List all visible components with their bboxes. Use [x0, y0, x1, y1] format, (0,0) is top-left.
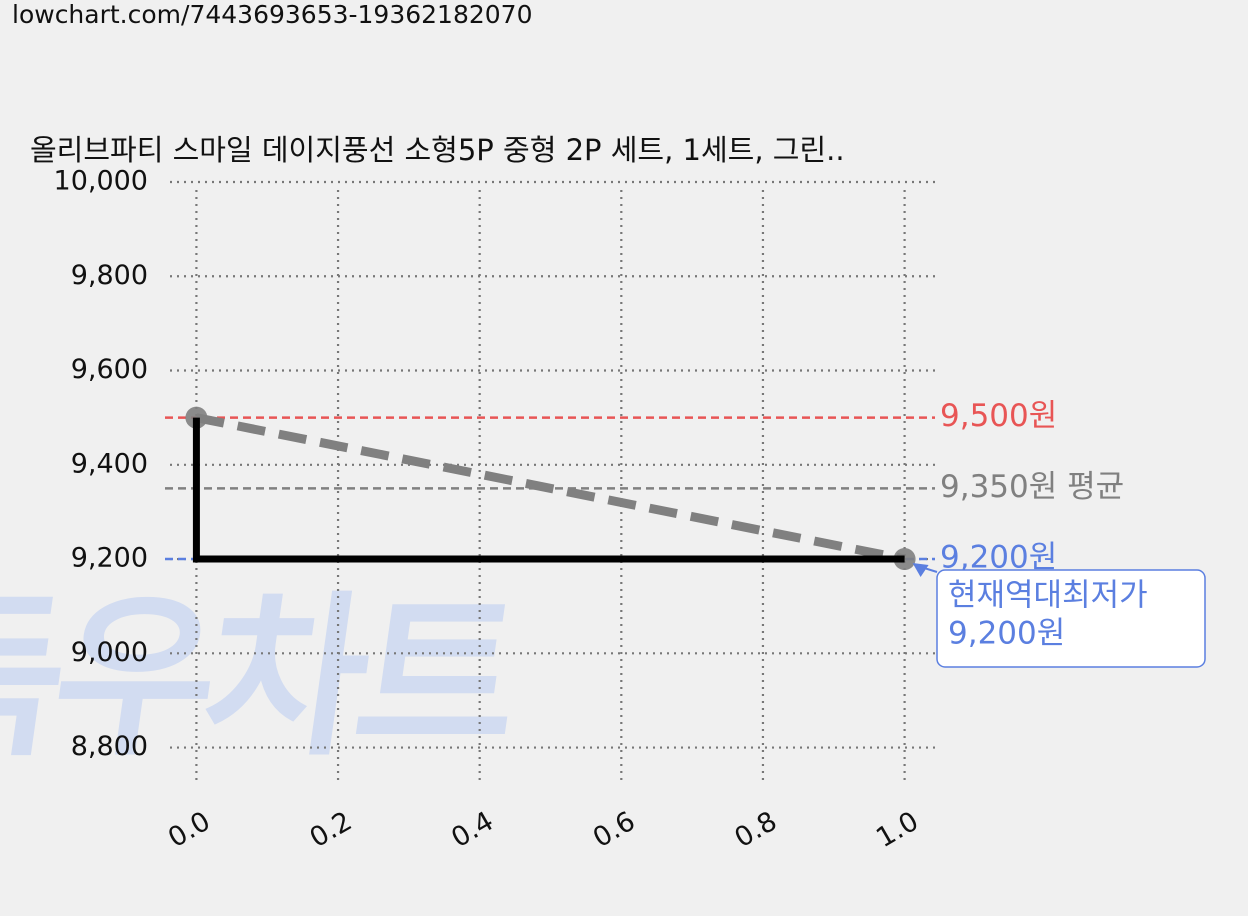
- x-tick-label: 0.0: [163, 806, 216, 854]
- x-tick-label: 0.2: [305, 806, 358, 854]
- y-tick-label: 8,800: [71, 731, 148, 762]
- x-tick-label: 0.8: [730, 806, 783, 854]
- annotation-text: 9,200원: [948, 616, 1065, 652]
- line: [195, 413, 906, 564]
- url: lowchart.com/7443693653-19362182070: [12, 0, 532, 29]
- x-tick-label: 0.4: [446, 806, 499, 854]
- line: [192, 417, 905, 563]
- annotation-text: 현재역대최저가: [948, 578, 1148, 614]
- y-tick-label: 9,400: [71, 448, 148, 479]
- annotation-arrowhead: [912, 563, 929, 578]
- y-tick-label: 10,000: [54, 166, 148, 197]
- x-tick-label: 0.6: [588, 806, 641, 854]
- x-tick-label: 1.0: [871, 806, 924, 854]
- y-tick-label: 9,800: [71, 260, 148, 291]
- chart-title: 올리브파티 스마일 데이지풍선 소형5P 중형 2P 세트, 1세트, 그린..: [30, 133, 845, 167]
- reference-label: 9,500원: [940, 398, 1057, 434]
- annotation-box: [936, 569, 1206, 668]
- reference-label: 9,350원 평균: [940, 469, 1124, 505]
- watermark: 득우차트: [0, 577, 527, 780]
- y-tick-label: 9,200: [71, 543, 148, 574]
- y-tick-label: 9,600: [71, 354, 148, 385]
- y-tick-label: 9,000: [71, 637, 148, 668]
